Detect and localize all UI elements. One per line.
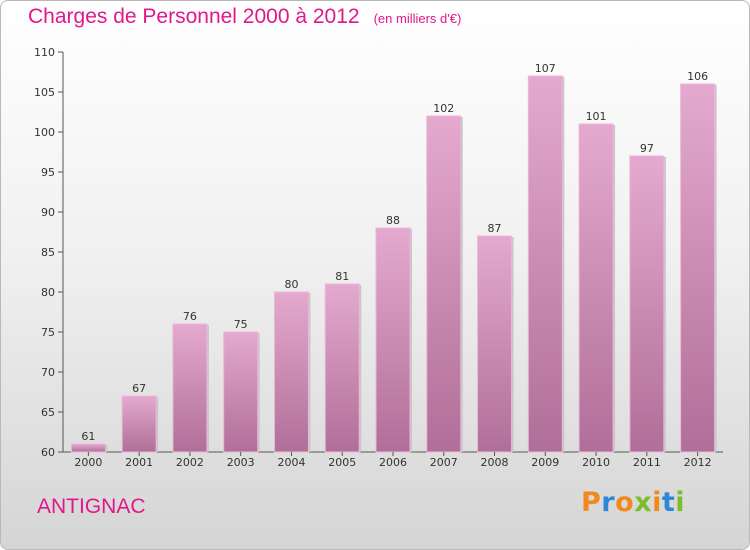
chart-title-main: Charges de Personnel 2000 à 2012 xyxy=(28,5,360,28)
bar xyxy=(121,395,157,453)
y-tick-label: 100 xyxy=(34,126,55,139)
data-label: 97 xyxy=(640,142,654,155)
x-tick-label: 2002 xyxy=(176,456,204,469)
x-tick-label: 2009 xyxy=(531,456,559,469)
bar xyxy=(223,331,259,453)
logo-letter: i xyxy=(675,487,686,518)
bar xyxy=(527,75,563,453)
logo-letter: o xyxy=(615,487,635,518)
x-tick-label: 2000 xyxy=(74,456,102,469)
data-label: 101 xyxy=(586,110,607,123)
proxiti-logo: Proxiti xyxy=(581,487,685,518)
x-tick-label: 2008 xyxy=(481,456,509,469)
data-label: 76 xyxy=(183,310,197,323)
x-tick-label: 2007 xyxy=(430,456,458,469)
logo-letter: r xyxy=(601,487,616,518)
x-tick-label: 2006 xyxy=(379,456,407,469)
bar xyxy=(324,283,360,453)
bar xyxy=(426,115,462,453)
x-tick-label: 2004 xyxy=(277,456,305,469)
commune-name: ANTIGNAC xyxy=(37,495,146,518)
x-tick-label: 2010 xyxy=(582,456,610,469)
data-label: 102 xyxy=(433,102,454,115)
bar xyxy=(172,323,208,453)
logo-letter: x xyxy=(634,487,653,518)
x-tick-label: 2005 xyxy=(328,456,356,469)
y-tick-label: 60 xyxy=(41,446,55,459)
y-tick-label: 80 xyxy=(41,286,55,299)
x-tick-label: 2001 xyxy=(125,456,153,469)
data-label: 107 xyxy=(535,62,556,75)
data-label: 87 xyxy=(488,222,502,235)
bar xyxy=(70,443,106,453)
x-tick-label: 2011 xyxy=(633,456,661,469)
data-label: 88 xyxy=(386,214,400,227)
y-tick-label: 75 xyxy=(41,326,55,339)
chart-subtitle: (en milliers d'€) xyxy=(373,11,462,26)
bar xyxy=(629,155,665,453)
y-tick-label: 105 xyxy=(34,86,55,99)
y-tick-label: 85 xyxy=(41,246,55,259)
bar xyxy=(375,227,411,453)
data-label: 106 xyxy=(687,70,708,83)
y-tick-label: 110 xyxy=(34,46,55,59)
x-tick-label: 2012 xyxy=(684,456,712,469)
y-tick-label: 70 xyxy=(41,366,55,379)
y-tick-label: 95 xyxy=(41,166,55,179)
bar xyxy=(578,123,614,453)
data-label: 80 xyxy=(284,278,298,291)
data-label: 81 xyxy=(335,270,349,283)
data-label: 61 xyxy=(81,430,95,443)
chart-title: Charges de Personnel 2000 à 2012 (en mill… xyxy=(28,5,461,29)
logo-letter: t xyxy=(661,487,676,518)
bar xyxy=(477,235,513,453)
logo-letter: i xyxy=(652,487,662,518)
bar xyxy=(680,83,716,453)
bar xyxy=(273,291,309,453)
logo-letter: P xyxy=(581,487,602,518)
data-label: 75 xyxy=(234,318,248,331)
y-tick-label: 65 xyxy=(41,406,55,419)
y-tick-label: 90 xyxy=(41,206,55,219)
x-tick-label: 2003 xyxy=(227,456,255,469)
data-label: 67 xyxy=(132,382,146,395)
